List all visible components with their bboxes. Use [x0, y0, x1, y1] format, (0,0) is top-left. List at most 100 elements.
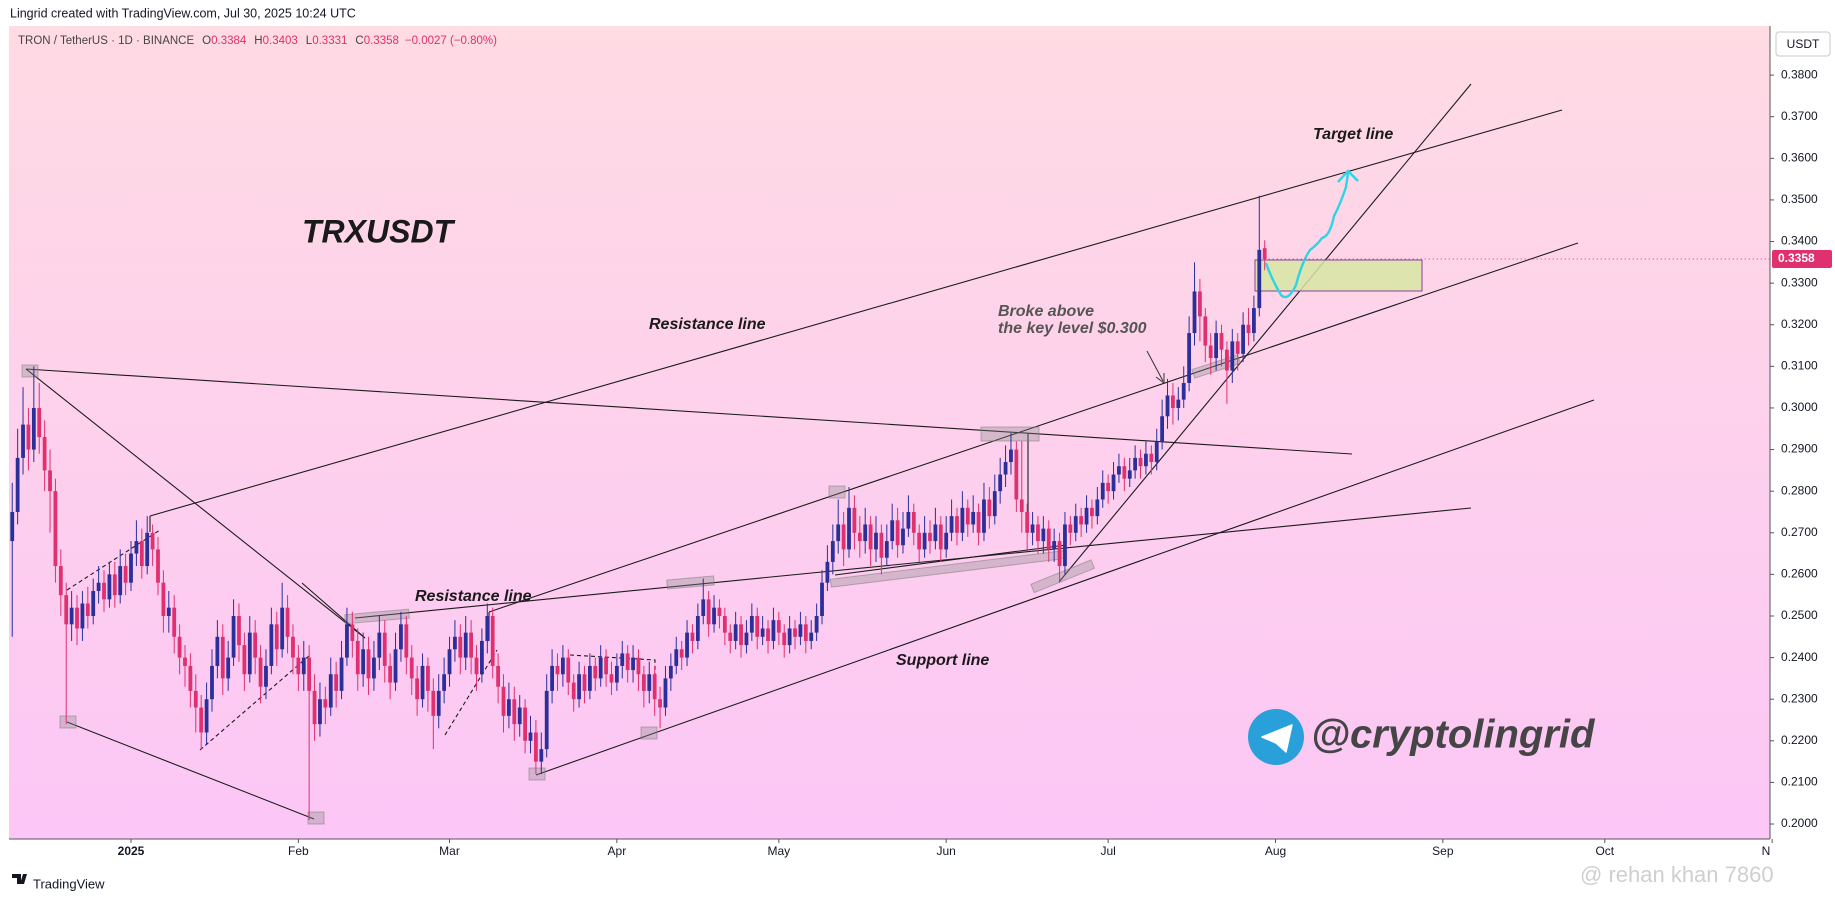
candle-body	[280, 607, 285, 650]
candle-body	[480, 640, 484, 675]
y-tick-label: 0.2400	[1781, 650, 1818, 664]
resistance-label: Resistance line	[415, 588, 532, 605]
candle-body	[442, 674, 447, 691]
candle-body	[884, 541, 889, 558]
tv-logo	[12, 874, 27, 884]
candle-body	[1122, 466, 1127, 479]
breakout-label: Broke above	[998, 303, 1094, 320]
candle-body	[139, 541, 144, 567]
candle-body	[415, 678, 420, 700]
candle-body	[1057, 541, 1062, 567]
candle-body	[172, 607, 177, 637]
candle-body	[1187, 333, 1192, 383]
candle-body	[404, 624, 409, 658]
candle-body	[679, 649, 684, 658]
candle-body	[64, 595, 69, 625]
candle-body	[409, 657, 414, 679]
candle-body	[1192, 291, 1197, 334]
candle-body	[134, 541, 139, 554]
x-tick-label: May	[767, 844, 790, 858]
y-tick-label: 0.3000	[1781, 400, 1818, 414]
candle-body	[258, 657, 263, 687]
candle-body	[1090, 507, 1094, 517]
candle-body	[1214, 333, 1219, 359]
candle-body	[307, 657, 312, 691]
candle-body	[641, 674, 646, 691]
candle-body	[177, 636, 182, 658]
candle-body	[1230, 341, 1235, 371]
candle-body	[199, 707, 204, 733]
candle-body	[879, 532, 884, 558]
channel-handle: @cryptolingrid	[1311, 713, 1596, 757]
legend-change: −0.0027 (−0.80%)	[405, 35, 497, 47]
y-tick-label: 0.3700	[1781, 109, 1818, 123]
y-tick-label: 0.3100	[1781, 359, 1818, 373]
candle-body	[901, 528, 905, 546]
y-tick-label: 0.2800	[1781, 483, 1818, 497]
candle-body	[652, 674, 657, 700]
candle-body	[1003, 462, 1008, 475]
y-tick-label: 0.3500	[1781, 192, 1818, 206]
candle-body	[1171, 395, 1175, 408]
candle-body	[944, 532, 949, 550]
candle-body	[31, 407, 36, 450]
candle-body	[760, 628, 765, 637]
candle-body	[998, 474, 1003, 492]
legend-value: 0.3358	[364, 35, 399, 47]
candle-body	[728, 632, 733, 641]
candle-body	[463, 632, 468, 658]
candle-body	[874, 532, 878, 550]
candle-body	[474, 657, 479, 675]
candle-body	[485, 615, 490, 641]
breakout-label: the key level $0.300	[998, 320, 1147, 337]
trend-line	[354, 507, 1472, 619]
footer: TradingView	[33, 876, 105, 891]
candle-body	[587, 665, 592, 691]
candle-body	[517, 707, 522, 725]
legend-symbol: TRON / TetherUS · 1D · BINANCE	[18, 35, 194, 47]
breakout-arrowhead	[1155, 373, 1165, 384]
candle-body	[490, 615, 495, 666]
candle-body	[1106, 482, 1111, 492]
x-tick-label: Mar	[439, 844, 460, 858]
telegram-plane	[1261, 724, 1293, 753]
candle-body	[1117, 466, 1121, 475]
candle-body	[188, 665, 193, 691]
candle-body	[436, 690, 441, 716]
candle-body	[210, 665, 214, 700]
pivot-box	[828, 485, 846, 499]
candle-body	[91, 591, 96, 616]
candle-body	[10, 511, 15, 542]
candle-body	[841, 524, 846, 550]
candle-body	[215, 636, 220, 666]
candle-body	[345, 624, 349, 658]
legend-value: 0.3403	[263, 35, 298, 47]
resistance-label: Resistance line	[649, 316, 766, 333]
pivot-box	[528, 767, 546, 781]
candle-body	[1262, 248, 1267, 259]
candle-body	[388, 665, 393, 683]
candle-body	[372, 657, 376, 679]
legend-field: C	[355, 35, 363, 47]
pivot-box	[307, 811, 325, 825]
candle-body	[555, 665, 560, 675]
candle-body	[1025, 511, 1030, 533]
candle-body	[533, 732, 538, 762]
x-tick-label: Feb	[288, 844, 309, 858]
candle-body	[766, 628, 770, 641]
candle-body	[242, 645, 247, 675]
candle-body	[1257, 249, 1262, 309]
last-price-badge	[1772, 249, 1832, 268]
watermark: @ rehan khan 7860	[1580, 862, 1774, 887]
trend-line	[25, 368, 366, 639]
candle-body	[512, 699, 517, 725]
candle-body	[847, 507, 851, 550]
candle-body	[917, 532, 922, 550]
candle-body	[453, 636, 457, 650]
pivot-box	[1030, 559, 1096, 594]
candle-body	[706, 599, 711, 625]
candle-body	[776, 620, 781, 633]
candle-body	[334, 674, 339, 691]
candle-body	[949, 516, 954, 533]
candle-body	[447, 649, 452, 675]
